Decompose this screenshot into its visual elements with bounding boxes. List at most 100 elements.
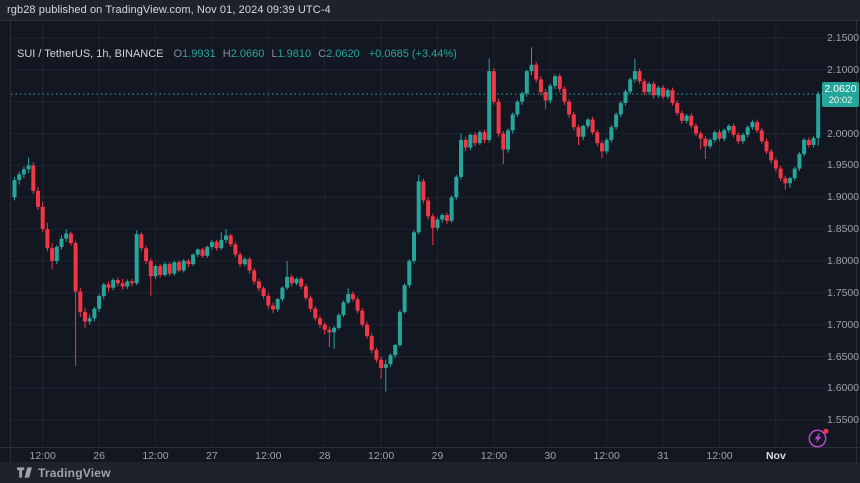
candle-body	[670, 90, 675, 103]
candle-body	[120, 283, 125, 287]
candle-body	[679, 113, 684, 121]
candle-body	[397, 311, 402, 346]
candle-body	[435, 219, 440, 228]
candle-body	[755, 122, 760, 131]
candle-body	[101, 284, 106, 296]
tradingview-glyph-icon	[17, 467, 32, 478]
candle-body	[45, 229, 50, 249]
x-axis-label: 26	[93, 450, 105, 462]
candle-body	[12, 180, 17, 198]
candle-body	[247, 259, 252, 271]
candle-body	[50, 248, 55, 261]
candle-body	[130, 281, 134, 284]
candle-body	[167, 264, 172, 274]
candle-body	[191, 254, 196, 265]
candle-body	[294, 278, 299, 284]
candle-body	[722, 130, 727, 139]
candle-body	[341, 302, 346, 316]
candle-body	[308, 297, 313, 309]
candle-body	[487, 71, 492, 140]
candle-body	[73, 243, 78, 292]
candle-body	[769, 151, 774, 161]
candle-body	[224, 235, 228, 240]
candle-body	[299, 278, 304, 287]
y-axis-label: 1.7000	[827, 318, 860, 331]
time-axis[interactable]: 12:00 26 12:00 27 12:00 28 12:00 29 12:00 30 12:00…	[0, 447, 860, 462]
ohlc-open: O1.9931	[173, 48, 216, 60]
candle-body	[694, 125, 698, 134]
candle-body	[632, 71, 637, 80]
candle-body	[346, 294, 351, 303]
y-axis-label: 1.8500	[827, 223, 860, 236]
ohlc-high: H2.0660	[222, 48, 265, 60]
pane-border-left	[10, 21, 11, 462]
candle-body	[162, 264, 167, 275]
candle-body	[369, 336, 374, 351]
candle-body	[252, 270, 257, 282]
candle-body	[256, 281, 261, 289]
candle-body	[656, 87, 661, 96]
candle-body	[515, 101, 520, 115]
candle-body	[111, 280, 116, 288]
candle-body	[219, 239, 224, 249]
alerts-button[interactable]	[805, 424, 832, 451]
candle-body	[303, 286, 308, 298]
candle-body	[614, 114, 619, 128]
symbol-legend[interactable]: SUI / TetherUS, 1h, BINANCE O1.9931 H2.0…	[17, 47, 457, 61]
candle-body	[773, 160, 778, 169]
candle-body	[477, 132, 482, 144]
candle-body	[205, 246, 210, 256]
x-axis-label: 30	[544, 450, 557, 462]
change-value: +0.0685 (+3.44%)	[368, 48, 457, 60]
candle-body	[750, 122, 755, 128]
pane-border-right	[856, 21, 857, 462]
y-axis-label: 1.6500	[827, 350, 860, 363]
candle-body	[557, 76, 562, 89]
x-axis-label: 12:00	[29, 450, 56, 462]
candle-body	[491, 71, 496, 102]
candle-body	[350, 294, 355, 300]
candle-body	[609, 127, 614, 140]
candle-body	[360, 310, 365, 325]
candle-body	[87, 318, 92, 322]
candle-body	[726, 125, 731, 131]
candle-body	[106, 284, 111, 288]
candle-body	[134, 234, 139, 284]
candle-body	[83, 311, 87, 322]
candle-body	[153, 266, 158, 277]
candle-body	[496, 101, 501, 134]
tradingview-logo[interactable]: TradingView	[17, 466, 111, 480]
candle-body	[604, 139, 609, 152]
candlestick-chart[interactable]	[11, 21, 856, 447]
candle-body	[783, 178, 788, 184]
y-axis-label: 1.7500	[827, 286, 860, 299]
x-axis-label: 31	[657, 450, 669, 462]
candle-body	[285, 276, 290, 288]
candle-body	[802, 139, 807, 154]
candle-body	[576, 127, 581, 137]
candle-body	[567, 101, 572, 115]
candle-body	[228, 235, 233, 245]
candle-body	[266, 295, 271, 306]
candle-body	[412, 232, 416, 261]
candle-body	[595, 132, 600, 144]
y-axis-label: 1.5500	[827, 414, 860, 427]
candle-body	[26, 165, 31, 170]
x-axis-label: 27	[206, 450, 218, 462]
candle-body	[64, 233, 69, 239]
candle-body	[444, 215, 449, 221]
candle-body	[473, 134, 478, 144]
candle-body	[402, 285, 407, 312]
candle-body	[426, 200, 431, 217]
candle-body	[97, 295, 102, 309]
candle-body	[214, 241, 219, 249]
candle-body	[148, 260, 153, 277]
x-axis-label: 12:00	[480, 450, 508, 462]
candle-body	[59, 238, 64, 247]
candle-body	[628, 79, 633, 92]
candle-body	[172, 262, 177, 274]
candle-body	[195, 249, 200, 255]
candle-body	[543, 92, 548, 101]
candle-body	[115, 280, 120, 284]
candle-body	[759, 130, 764, 142]
